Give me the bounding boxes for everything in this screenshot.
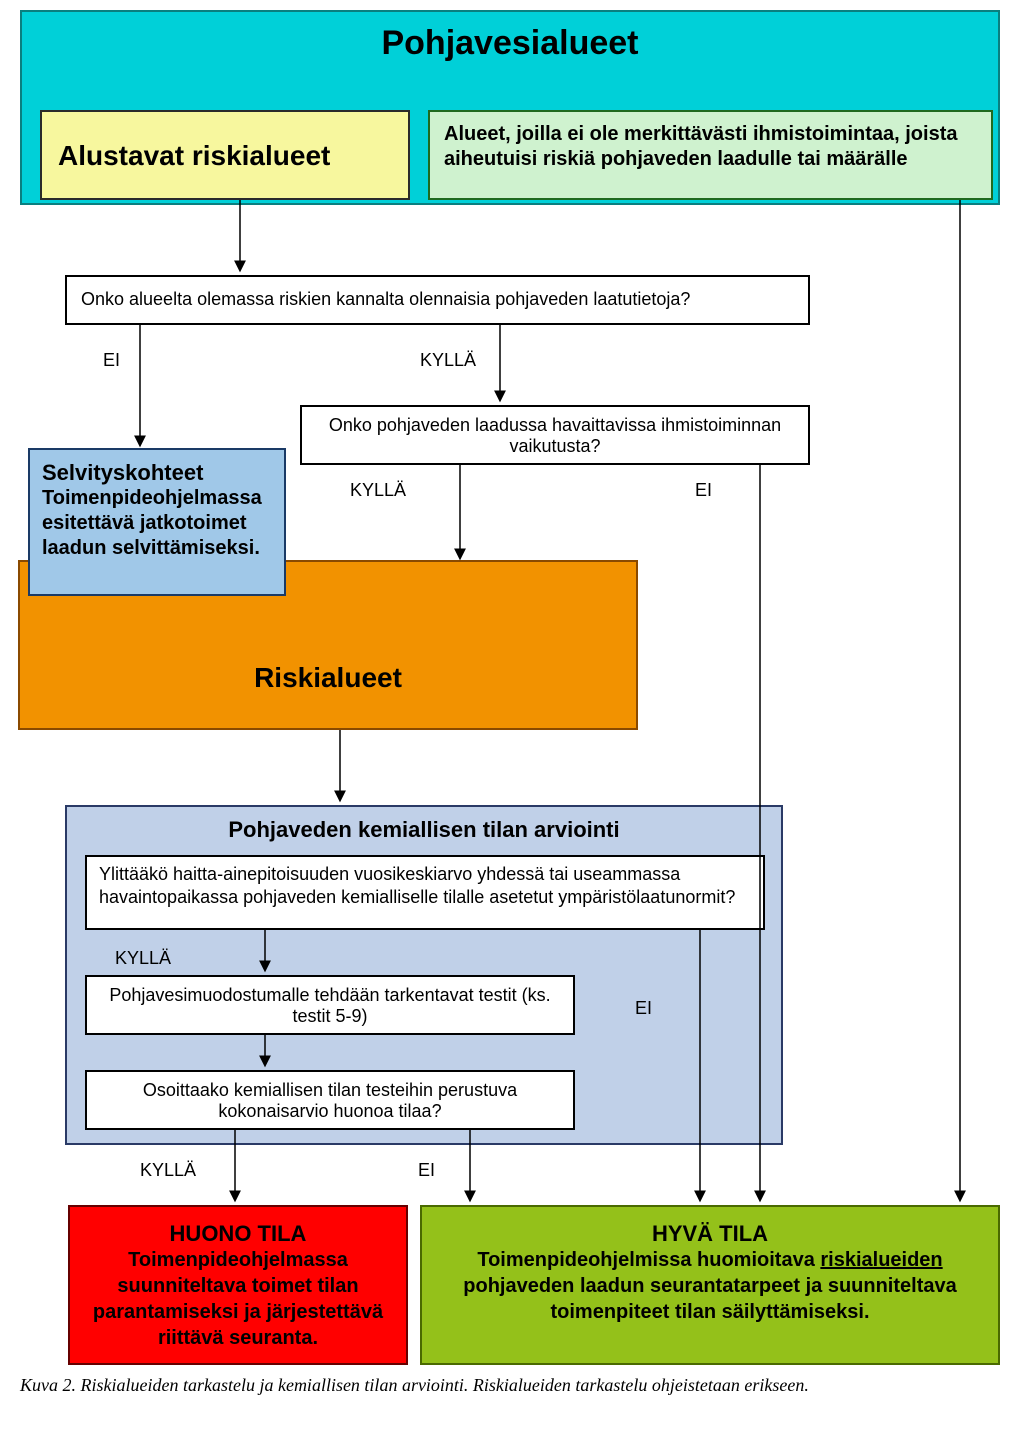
panel-title: Pohjaveden kemiallisen tilan arviointi: [67, 807, 781, 843]
label-kylla3: KYLLÄ: [115, 948, 171, 969]
question-1: Onko alueelta olemassa riskien kannalta …: [65, 275, 810, 325]
panel-q3: Osoittaako kemiallisen tilan testeihin p…: [85, 1070, 575, 1130]
q2-text: Onko pohjaveden laadussa havaittavissa i…: [302, 407, 808, 465]
blue-title: Selvityskohteet: [42, 460, 272, 486]
green2-underline: riskialueiden: [820, 1249, 942, 1271]
panel-q1-text: Ylittääkö haitta-ainepitoisuuden vuosike…: [87, 857, 763, 914]
header-title: Pohjavesialueet: [22, 12, 998, 63]
blue-box: Selvityskohteet Toimenpideohjelmassa esi…: [28, 448, 286, 596]
panel-q3-text: Osoittaako kemiallisen tilan testeihin p…: [87, 1072, 573, 1130]
green2-post: pohjaveden laadun seurantatarpeet ja suu…: [463, 1275, 956, 1323]
panel-q1: Ylittääkö haitta-ainepitoisuuden vuosike…: [85, 855, 765, 930]
green1-box: Alueet, joilla ei ole merkittävästi ihmi…: [428, 110, 993, 200]
green1-text: Alueet, joilla ei ole merkittävästi ihmi…: [430, 112, 991, 182]
blue-body: Toimenpideohjelmassa esitettävä jatkotoi…: [42, 486, 272, 561]
green2-title: HYVÄ TILA: [452, 1221, 968, 1247]
green2-pre: Toimenpideohjelmissa huomioitava: [477, 1249, 820, 1271]
label-kylla4: KYLLÄ: [140, 1160, 196, 1181]
panel-q2-text: Pohjavesimuodostumalle tehdään tarkentav…: [87, 977, 573, 1035]
red-box: HUONO TILA Toimenpideohjelmassa suunnite…: [68, 1205, 408, 1365]
red-body: Toimenpideohjelmassa suunniteltava toime…: [86, 1247, 390, 1351]
label-ei1: EI: [103, 350, 120, 371]
label-kylla2: KYLLÄ: [350, 480, 406, 501]
yellow-box: Alustavat riskialueet: [40, 110, 410, 200]
question-2: Onko pohjaveden laadussa havaittavissa i…: [300, 405, 810, 465]
caption: Kuva 2. Riskialueiden tarkastelu ja kemi…: [20, 1375, 1000, 1396]
red-title: HUONO TILA: [86, 1221, 390, 1247]
panel-q2: Pohjavesimuodostumalle tehdään tarkentav…: [85, 975, 575, 1035]
label-ei2: EI: [695, 480, 712, 501]
yellow-text: Alustavat riskialueet: [42, 112, 408, 200]
green2-box: HYVÄ TILA Toimenpideohjelmissa huomioita…: [420, 1205, 1000, 1365]
label-ei4: EI: [418, 1160, 435, 1181]
label-ei3: EI: [635, 998, 652, 1019]
green2-body: Toimenpideohjelmissa huomioitava riskial…: [452, 1247, 968, 1325]
q1-text: Onko alueelta olemassa riskien kannalta …: [67, 277, 808, 322]
label-kylla1: KYLLÄ: [420, 350, 476, 371]
